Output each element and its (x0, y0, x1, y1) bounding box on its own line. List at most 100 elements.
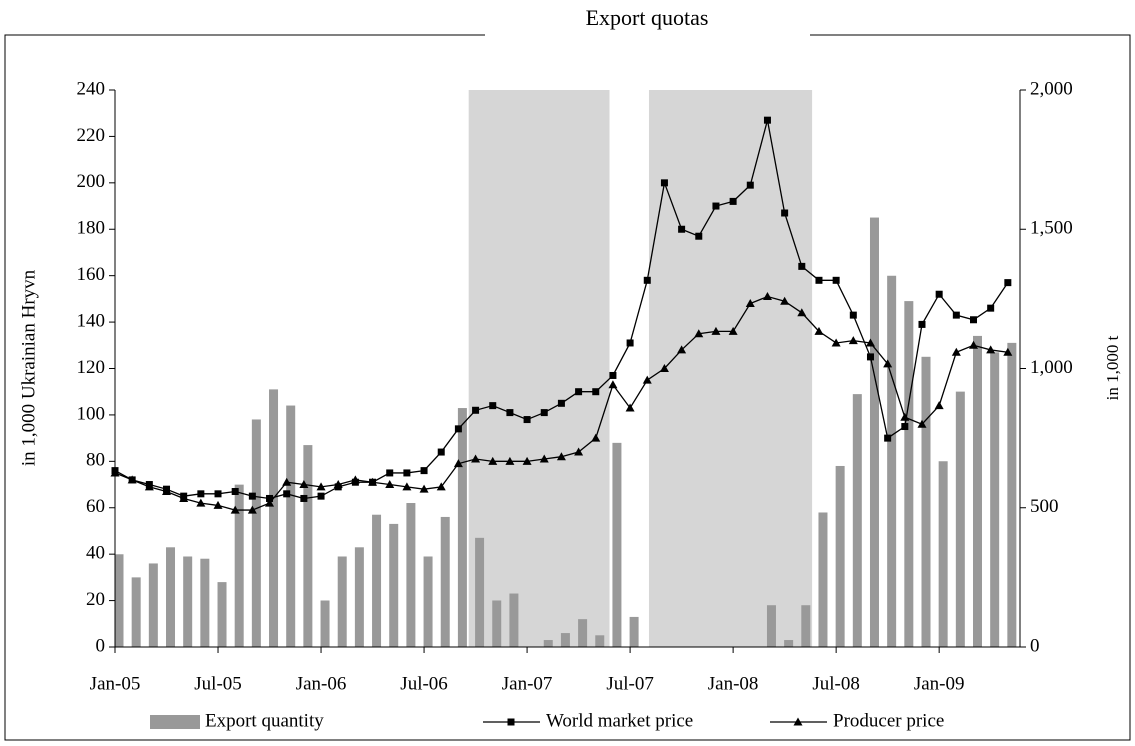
bar (801, 605, 811, 647)
y-tick-label: 20 (86, 589, 105, 610)
point (1003, 347, 1013, 356)
point (333, 480, 343, 489)
y-tick-label: 40 (86, 543, 105, 564)
chart-title: Export quotas (586, 5, 709, 30)
point (386, 469, 394, 477)
y-tick-label: 100 (77, 403, 106, 424)
legend-label: Export quantity (205, 710, 324, 731)
point (368, 477, 378, 486)
y-axis-label: in 1,000 Ukrainian Hryvn (18, 269, 39, 466)
bar (372, 514, 382, 647)
point (797, 308, 807, 317)
bar (286, 405, 296, 647)
point (506, 409, 514, 417)
point (420, 467, 428, 475)
point (265, 498, 275, 507)
legend-marker (507, 718, 515, 726)
bar (251, 419, 261, 647)
point (951, 347, 961, 356)
y2-tick-label: 500 (1030, 496, 1059, 517)
point (660, 179, 668, 187)
point (1004, 279, 1012, 287)
point (815, 276, 823, 284)
bar (560, 633, 570, 647)
bar (200, 558, 210, 647)
point (884, 434, 892, 442)
bar (440, 516, 450, 647)
point (402, 482, 412, 491)
bar (1007, 342, 1017, 647)
point (625, 403, 635, 412)
point (678, 225, 686, 233)
point (763, 116, 771, 124)
point (866, 353, 874, 361)
point (969, 340, 978, 349)
point (677, 345, 687, 354)
point (213, 500, 223, 509)
bar (766, 605, 776, 647)
point (970, 316, 977, 324)
bar (183, 556, 193, 647)
point (952, 311, 960, 319)
legend-label: World market price (546, 710, 693, 731)
point (831, 338, 841, 347)
point (403, 469, 411, 477)
bar (835, 465, 845, 647)
bar (784, 640, 794, 647)
point (454, 425, 462, 433)
y2-tick-label: 1,500 (1030, 218, 1073, 239)
x-tick-label: Jul-05 (194, 673, 242, 694)
legend-marker (793, 717, 803, 726)
point (144, 482, 154, 491)
point (608, 380, 618, 389)
y-tick-label: 0 (96, 635, 106, 656)
point (659, 364, 669, 372)
point (316, 482, 326, 491)
point (934, 401, 944, 410)
bar (921, 356, 931, 647)
point (900, 412, 910, 421)
point (437, 448, 445, 456)
bar (337, 556, 347, 647)
point (918, 320, 926, 328)
legend-swatch (150, 715, 200, 729)
bar (612, 442, 622, 647)
y-tick-label: 140 (77, 310, 106, 331)
quota-period (648, 90, 813, 647)
x-tick-label: Jan-05 (90, 673, 141, 694)
y-tick-label: 160 (77, 264, 106, 285)
bar (887, 275, 897, 647)
y-tick-label: 200 (77, 171, 106, 192)
point (848, 336, 858, 345)
point (901, 423, 909, 431)
point (557, 399, 565, 407)
y-tick-label: 120 (77, 357, 106, 378)
x-tick-label: Jan-08 (708, 673, 759, 694)
y2-tick-label: 0 (1030, 635, 1040, 656)
bar (492, 600, 502, 647)
point (865, 338, 875, 347)
point (488, 456, 498, 465)
point (987, 304, 995, 312)
point (300, 494, 308, 502)
point (385, 480, 395, 489)
point (436, 482, 446, 491)
bar (904, 301, 914, 647)
y2-axis-label: in 1,000 t (1103, 335, 1122, 400)
point (266, 494, 274, 502)
point (762, 292, 772, 301)
point (179, 493, 189, 502)
point (196, 498, 206, 507)
point (317, 492, 325, 500)
point (283, 490, 291, 498)
bar (303, 445, 313, 647)
legend-label: Producer price (833, 710, 944, 731)
bar (509, 593, 519, 647)
point (745, 299, 755, 308)
point (592, 388, 600, 396)
point (282, 477, 292, 486)
point (694, 329, 704, 338)
point (575, 388, 583, 396)
point (917, 419, 927, 428)
